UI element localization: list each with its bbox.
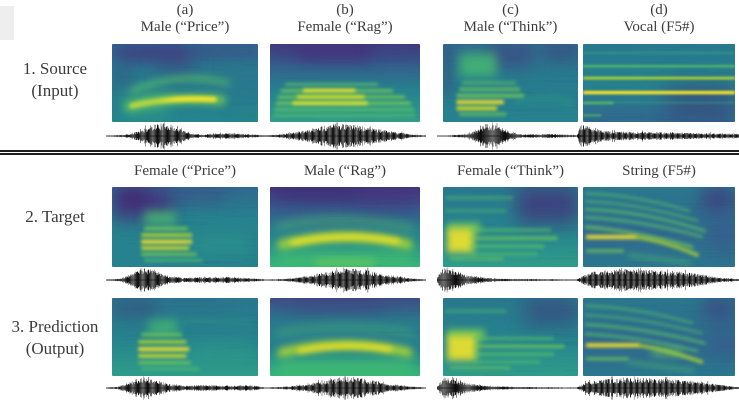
waveform-target-a: [106, 267, 264, 293]
spectrogram-prediction-c: [443, 298, 578, 376]
waveform-prediction-c: [437, 376, 584, 400]
row-label-source-line2: (Input): [31, 81, 79, 100]
spectrogram-source-d: [583, 44, 735, 122]
column-d-target-label: String (F5#): [622, 163, 696, 179]
column-c-target-label: Female (“Think”): [456, 163, 565, 179]
column-b: (b) Female (“Rag”) Male (“Rag”): [264, 0, 426, 400]
waveform-target-d: [577, 267, 739, 293]
column-c-source-label: Male (“Think”): [463, 19, 558, 35]
waveform-prediction-d: [577, 376, 739, 400]
spectrogram-source-a: [112, 44, 258, 122]
spectrogram-prediction-d: [583, 298, 735, 376]
waveform-source-c: [437, 122, 584, 150]
column-b-target-label: Male (“Rag”): [303, 163, 387, 179]
column-d: (d) Vocal (F5#) String (F5#): [577, 0, 739, 400]
row-label-prediction-line1: 3. Prediction: [11, 317, 99, 336]
waveform-prediction-a: [106, 376, 264, 400]
row-label-target: 2. Target: [0, 206, 110, 228]
column-a-source-label: Male (“Price”): [140, 19, 230, 35]
row-label-prediction: 3. Prediction (Output): [0, 316, 110, 360]
column-a: (a) Male (“Price”) Female (“Price”): [106, 0, 264, 400]
column-b-letter: (b): [336, 2, 354, 18]
row-label-source-line1: 1. Source: [22, 59, 88, 78]
spectrogram-target-b: [270, 187, 420, 267]
spectrogram-prediction-b: [270, 298, 420, 376]
spectrogram-target-c: [443, 187, 578, 267]
waveform-source-d: [577, 122, 739, 150]
row-label-source: 1. Source (Input): [0, 58, 110, 102]
waveform-target-b: [264, 267, 426, 293]
spectrogram-source-c: [443, 44, 578, 122]
spectrogram-target-d: [583, 187, 735, 267]
column-d-letter: (d): [650, 2, 668, 18]
spectrogram-prediction-a: [112, 298, 258, 376]
scan-artifact: [0, 6, 14, 40]
column-c-letter: (c): [502, 2, 519, 18]
row-label-target-line1: 2. Target: [25, 207, 85, 226]
waveform-source-b: [264, 122, 426, 150]
column-d-source-label: Vocal (F5#): [623, 19, 695, 35]
section-divider-rule: [0, 150, 739, 155]
row-label-prediction-line2: (Output): [25, 339, 85, 358]
figure-grid: (a) Male (“Price”) Female (“Price”) (b) …: [106, 0, 739, 400]
waveform-source-a: [106, 122, 264, 150]
waveform-prediction-b: [264, 376, 426, 400]
column-a-letter: (a): [176, 2, 194, 18]
column-c: (c) Male (“Think”) Female (“Think”): [437, 0, 584, 400]
waveform-target-c: [437, 267, 584, 293]
spectrogram-target-a: [112, 187, 258, 267]
spectrogram-source-b: [270, 44, 420, 122]
column-b-source-label: Female (“Rag”): [297, 19, 393, 35]
column-a-target-label: Female (“Price”): [133, 163, 237, 179]
